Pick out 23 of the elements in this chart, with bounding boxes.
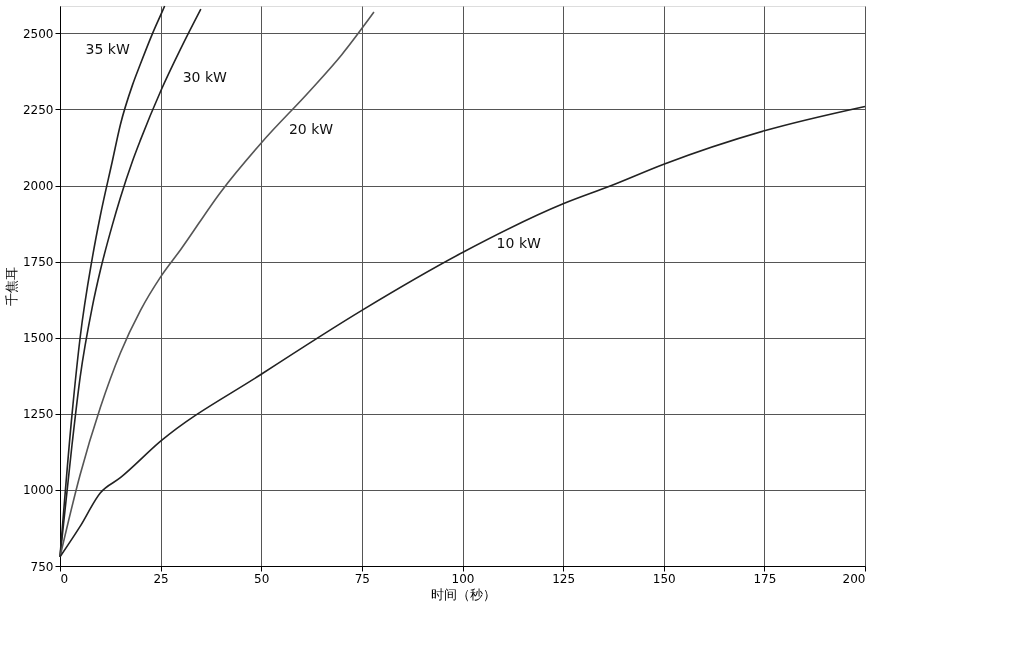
- x-tick-label: 150: [652, 571, 676, 586]
- x-tick-label: 200: [842, 571, 866, 586]
- x-tick-label: 125: [552, 571, 576, 586]
- y-tick-label: 750: [30, 559, 54, 574]
- y-tick-label: 1250: [22, 407, 54, 422]
- x-axis-title: 时间（秒）: [430, 586, 496, 602]
- x-tick-label: 0: [60, 571, 69, 586]
- x-tick-label: 75: [354, 571, 371, 586]
- annotation: 20 kW: [288, 121, 334, 138]
- y-tick-label: 2250: [22, 102, 54, 117]
- y-tick-label: 2000: [22, 179, 54, 194]
- y-tick-label: 1750: [22, 255, 54, 270]
- y-tick-label: 2500: [22, 26, 54, 41]
- annotation: 30 kW: [182, 69, 228, 86]
- annotation: 35 kW: [85, 41, 130, 58]
- y-axis-title: 千焦耳: [3, 267, 19, 306]
- x-tick-label: 175: [753, 571, 777, 586]
- x-tick-label: 100: [451, 571, 475, 586]
- y-tick-label: 1500: [22, 331, 54, 346]
- annotation: 10 kW: [496, 234, 541, 251]
- x-tick-label: 25: [153, 571, 169, 586]
- y-tick-label: 1000: [22, 483, 54, 498]
- x-tick-label: 50: [254, 571, 270, 586]
